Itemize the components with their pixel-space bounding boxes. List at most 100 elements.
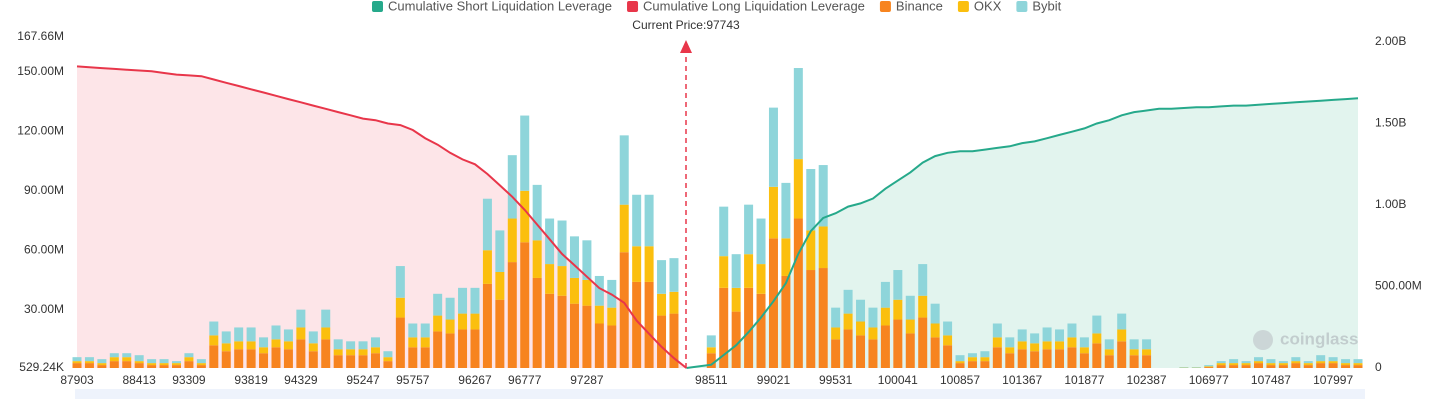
- bar-segment: [482, 283, 492, 368]
- bar-segment: [495, 272, 505, 300]
- bar-segment: [1216, 363, 1226, 366]
- bar-segment: [1055, 329, 1065, 342]
- legend-marker: [627, 1, 639, 12]
- bar-segment: [880, 281, 890, 308]
- x-tick-label: 96777: [508, 373, 542, 387]
- bar-segment: [420, 337, 430, 348]
- bar-segment: [196, 359, 206, 364]
- bar-segment: [321, 339, 331, 368]
- bar-segment: [408, 323, 418, 338]
- bar-segment: [72, 361, 82, 364]
- bar-segment: [992, 337, 1002, 348]
- bar-segment: [744, 287, 754, 368]
- bar-segment: [507, 155, 517, 219]
- bar-segment: [1129, 349, 1139, 356]
- bar-segment: [632, 194, 642, 247]
- bar-segment: [756, 264, 766, 294]
- bar-segment: [1117, 341, 1127, 368]
- bar-segment: [1341, 363, 1351, 366]
- bar-segment: [234, 349, 244, 368]
- bar-segment: [880, 307, 890, 326]
- bar-segment: [756, 293, 766, 368]
- bar-segment: [1328, 361, 1338, 364]
- bar-segment: [893, 270, 903, 300]
- bar-segment: [818, 165, 828, 227]
- bar-segment: [408, 347, 418, 368]
- bar-segment: [806, 169, 816, 231]
- x-tick-label: 100857: [940, 373, 980, 387]
- bar-segment: [184, 361, 194, 368]
- bar-segment: [992, 323, 1002, 338]
- bar-segment: [1079, 337, 1089, 348]
- bar-segment: [868, 339, 878, 368]
- bar-segment: [259, 347, 269, 354]
- bar-segment: [109, 353, 119, 358]
- bar-segment: [109, 361, 119, 368]
- x-tick-label: 93309: [172, 373, 206, 387]
- legend-label: Cumulative Long Liquidation Leverage: [643, 0, 865, 13]
- bar-segment: [1191, 367, 1201, 368]
- bar-segment: [159, 365, 169, 368]
- bar-segment: [221, 331, 231, 344]
- y2-tick-label: 0: [1375, 360, 1382, 374]
- bar-segment: [333, 349, 343, 356]
- bar-segment: [905, 319, 915, 334]
- bar-segment: [644, 281, 654, 368]
- bar-segment: [943, 335, 953, 346]
- bar-segment: [1042, 341, 1052, 350]
- bar-segment: [893, 299, 903, 320]
- bar-segment: [271, 347, 281, 368]
- bar-segment: [234, 327, 244, 342]
- bar-segment: [744, 204, 754, 255]
- bar-segment: [843, 329, 853, 368]
- bar-segment: [818, 226, 828, 269]
- bar-segment: [147, 363, 157, 366]
- bar-segment: [271, 339, 281, 348]
- bar-segment: [619, 135, 629, 205]
- bar-segment: [221, 351, 231, 368]
- bar-segment: [1229, 363, 1239, 366]
- bar-segment: [1079, 347, 1089, 354]
- bar-segment: [532, 277, 542, 368]
- bar-segment: [1030, 351, 1040, 368]
- bar-segment: [1030, 333, 1040, 344]
- bar-segment: [196, 363, 206, 366]
- bar-segment: [1030, 343, 1040, 352]
- bar-segment: [296, 309, 306, 328]
- bar-segment: [1092, 333, 1102, 344]
- bar-segment: [1254, 357, 1264, 362]
- bar-segment: [706, 353, 716, 368]
- bar-segment: [1055, 349, 1065, 368]
- watermark-text: coinglass: [1280, 329, 1358, 348]
- bar-segment: [458, 313, 468, 330]
- bar-segment: [370, 337, 380, 348]
- bar-segment: [980, 361, 990, 368]
- bar-segment: [856, 299, 866, 322]
- bar-segment: [569, 303, 579, 368]
- bar-segment: [458, 329, 468, 368]
- bar-segment: [557, 266, 567, 296]
- bar-segment: [967, 353, 977, 358]
- bar-segment: [943, 345, 953, 368]
- bar-segment: [1353, 359, 1363, 364]
- bar-segment: [905, 295, 915, 320]
- bar-segment: [1129, 355, 1139, 368]
- legend-marker: [372, 1, 383, 12]
- bar-segment: [134, 361, 144, 364]
- legend-label: Bybit: [1032, 0, 1061, 13]
- bar-segment: [395, 266, 405, 298]
- bar-segment: [470, 329, 480, 368]
- bar-segment: [1303, 363, 1313, 366]
- watermark: coinglass: [1253, 329, 1358, 350]
- bar-segment: [1266, 359, 1276, 364]
- bar-segment: [470, 287, 480, 314]
- bar-segment: [171, 361, 181, 364]
- x-tick-label: 100041: [878, 373, 918, 387]
- bar-segment: [632, 281, 642, 368]
- bar-segment: [719, 256, 729, 288]
- bar-segment: [594, 275, 604, 306]
- bar-segment: [1067, 347, 1077, 368]
- bar-segment: [445, 297, 455, 320]
- legend-label: OKX: [974, 0, 1002, 13]
